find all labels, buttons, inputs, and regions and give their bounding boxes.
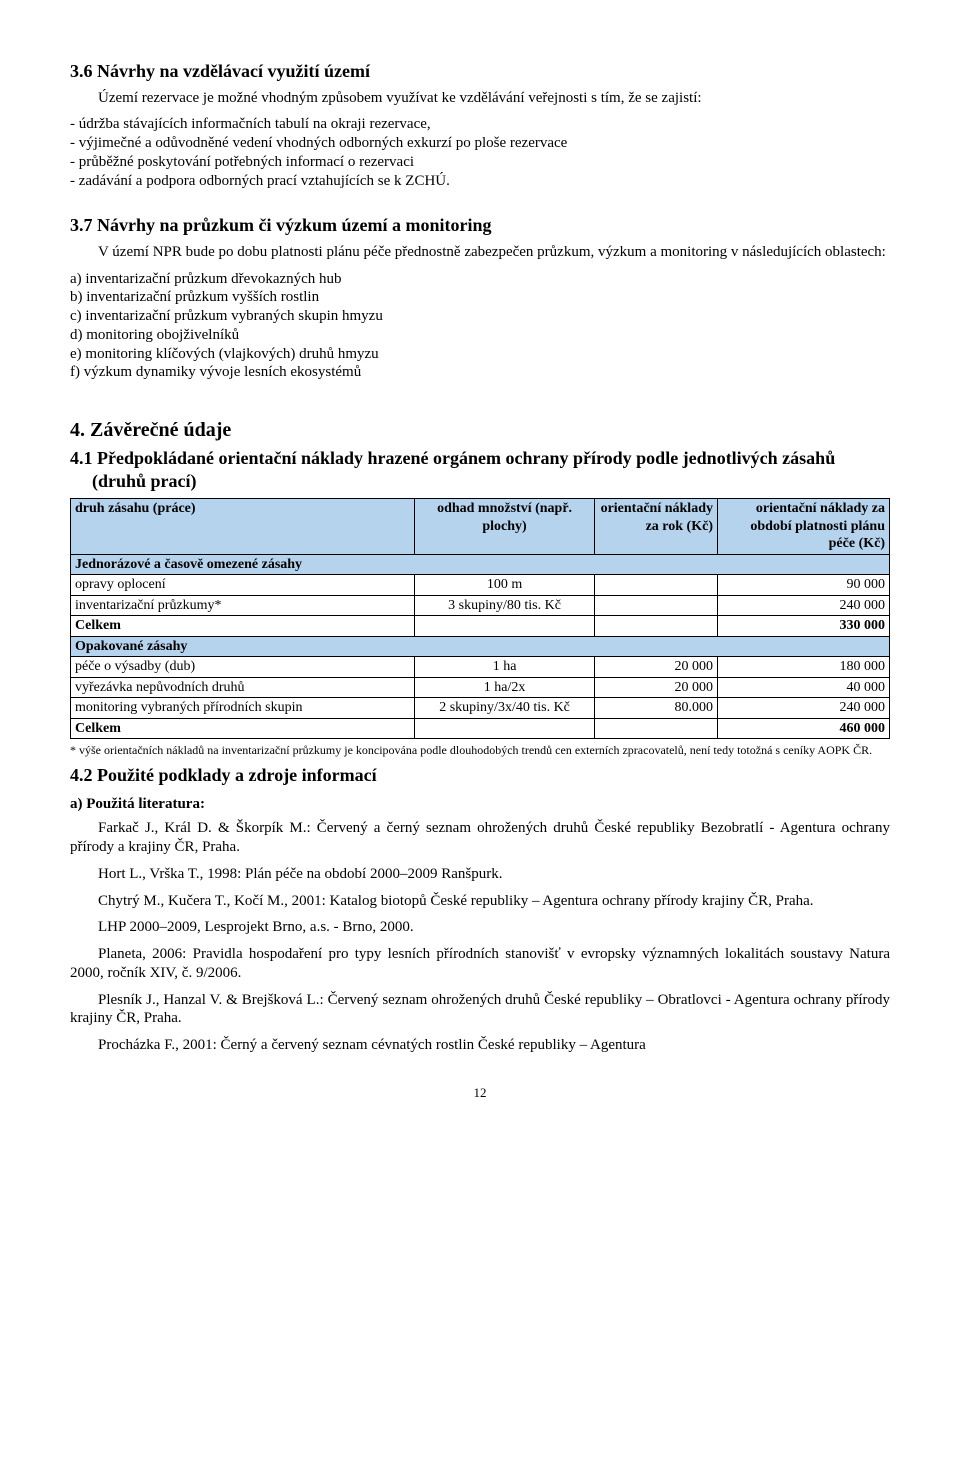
cell: 240 000: [717, 595, 889, 616]
cell: 460 000: [717, 718, 889, 739]
cell: 80.000: [595, 698, 718, 719]
cell: [595, 575, 718, 596]
ref-4: LHP 2000–2009, Lesprojekt Brno, a.s. - B…: [70, 918, 890, 937]
cell: 20 000: [595, 677, 718, 698]
s36-item-1: - údržba stávajících informačních tabulí…: [70, 115, 890, 134]
ref-3: Chytrý M., Kučera T., Kočí M., 2001: Kat…: [70, 892, 890, 911]
cell: 20 000: [595, 657, 718, 678]
ref-6: Plesník J., Hanzal V. & Brejšková L.: Če…: [70, 991, 890, 1029]
cell: opravy oplocení: [71, 575, 415, 596]
cell: 240 000: [717, 698, 889, 719]
s36-item-2: - výjimečné a odůvodněné vedení vhodných…: [70, 134, 890, 153]
s37-item-d: d) monitoring obojživelníků: [70, 326, 890, 345]
s37-item-a: a) inventarizační průzkum dřevokazných h…: [70, 270, 890, 289]
cell: 1 ha/2x: [414, 677, 594, 698]
th-druh-zasahu: druh zásahu (práce): [71, 499, 415, 555]
th-naklady-rok: orientační náklady za rok (Kč): [595, 499, 718, 555]
cell: 90 000: [717, 575, 889, 596]
cell: 100 m: [414, 575, 594, 596]
heading-4-1: 4.1 Předpokládané orientační náklady hra…: [70, 447, 890, 492]
th-naklady-obdobi: orientační náklady za období platnosti p…: [717, 499, 889, 555]
s37-item-f: f) výzkum dynamiky vývoje lesních ekosys…: [70, 363, 890, 382]
heading-4-2: 4.2 Použité podklady a zdroje informací: [70, 764, 890, 787]
heading-3-7: 3.7 Návrhy na průzkum či výzkum území a …: [70, 214, 890, 237]
group1-row: Jednorázové a časově omezené zásahy: [71, 554, 890, 575]
ref-5: Planeta, 2006: Pravidla hospodaření pro …: [70, 945, 890, 983]
literature-subheading: a) Použitá literatura:: [70, 795, 890, 814]
table-row: vyřezávka nepůvodních druhů 1 ha/2x 20 0…: [71, 677, 890, 698]
th-odhad-mnozstvi: odhad množství (např. plochy): [414, 499, 594, 555]
cell: 330 000: [717, 616, 889, 637]
cell: [595, 616, 718, 637]
cell: Celkem: [71, 718, 415, 739]
s37-item-c: c) inventarizační průzkum vybraných skup…: [70, 307, 890, 326]
table-row: péče o výsadby (dub) 1 ha 20 000 180 000: [71, 657, 890, 678]
s36-intro: Území rezervace je možné vhodným způsobe…: [70, 89, 890, 108]
cell: [414, 718, 594, 739]
table-row: inventarizační průzkumy* 3 skupiny/80 ti…: [71, 595, 890, 616]
cell: [595, 718, 718, 739]
costs-table: druh zásahu (práce) odhad množství (např…: [70, 498, 890, 739]
cell: 2 skupiny/3x/40 tis. Kč: [414, 698, 594, 719]
cell: inventarizační průzkumy*: [71, 595, 415, 616]
page-number: 12: [70, 1085, 890, 1101]
table-header-row: druh zásahu (práce) odhad množství (např…: [71, 499, 890, 555]
cell: Celkem: [71, 616, 415, 637]
cell: monitoring vybraných přírodních skupin: [71, 698, 415, 719]
cell: 1 ha: [414, 657, 594, 678]
s37-item-b: b) inventarizační průzkum vyšších rostli…: [70, 288, 890, 307]
heading-3-6: 3.6 Návrhy na vzdělávací využití území: [70, 60, 890, 83]
s37-item-e: e) monitoring klíčových (vlajkových) dru…: [70, 345, 890, 364]
cell: 3 skupiny/80 tis. Kč: [414, 595, 594, 616]
s36-item-4: - zadávání a podpora odborných prací vzt…: [70, 172, 890, 191]
s37-intro: V území NPR bude po dobu platnosti plánu…: [70, 243, 890, 262]
ref-2: Hort L., Vrška T., 1998: Plán péče na ob…: [70, 865, 890, 884]
group1-label: Jednorázové a časově omezené zásahy: [71, 554, 890, 575]
cell: vyřezávka nepůvodních druhů: [71, 677, 415, 698]
s36-item-3: - průběžné poskytování potřebných inform…: [70, 153, 890, 172]
table-footnote: * výše orientačních nákladů na inventari…: [70, 743, 890, 758]
table-row: opravy oplocení 100 m 90 000: [71, 575, 890, 596]
ref-7: Procházka F., 2001: Černý a červený sezn…: [70, 1036, 890, 1055]
ref-1: Farkač J., Král D. & Škorpík M.: Červený…: [70, 819, 890, 857]
table-row-total: Celkem 330 000: [71, 616, 890, 637]
cell: 180 000: [717, 657, 889, 678]
cell: [414, 616, 594, 637]
table-row-total: Celkem 460 000: [71, 718, 890, 739]
cell: péče o výsadby (dub): [71, 657, 415, 678]
table-row: monitoring vybraných přírodních skupin 2…: [71, 698, 890, 719]
group2-label: Opakované zásahy: [71, 636, 890, 657]
cell: [595, 595, 718, 616]
heading-4: 4. Závěrečné údaje: [70, 418, 890, 443]
group2-row: Opakované zásahy: [71, 636, 890, 657]
cell: 40 000: [717, 677, 889, 698]
